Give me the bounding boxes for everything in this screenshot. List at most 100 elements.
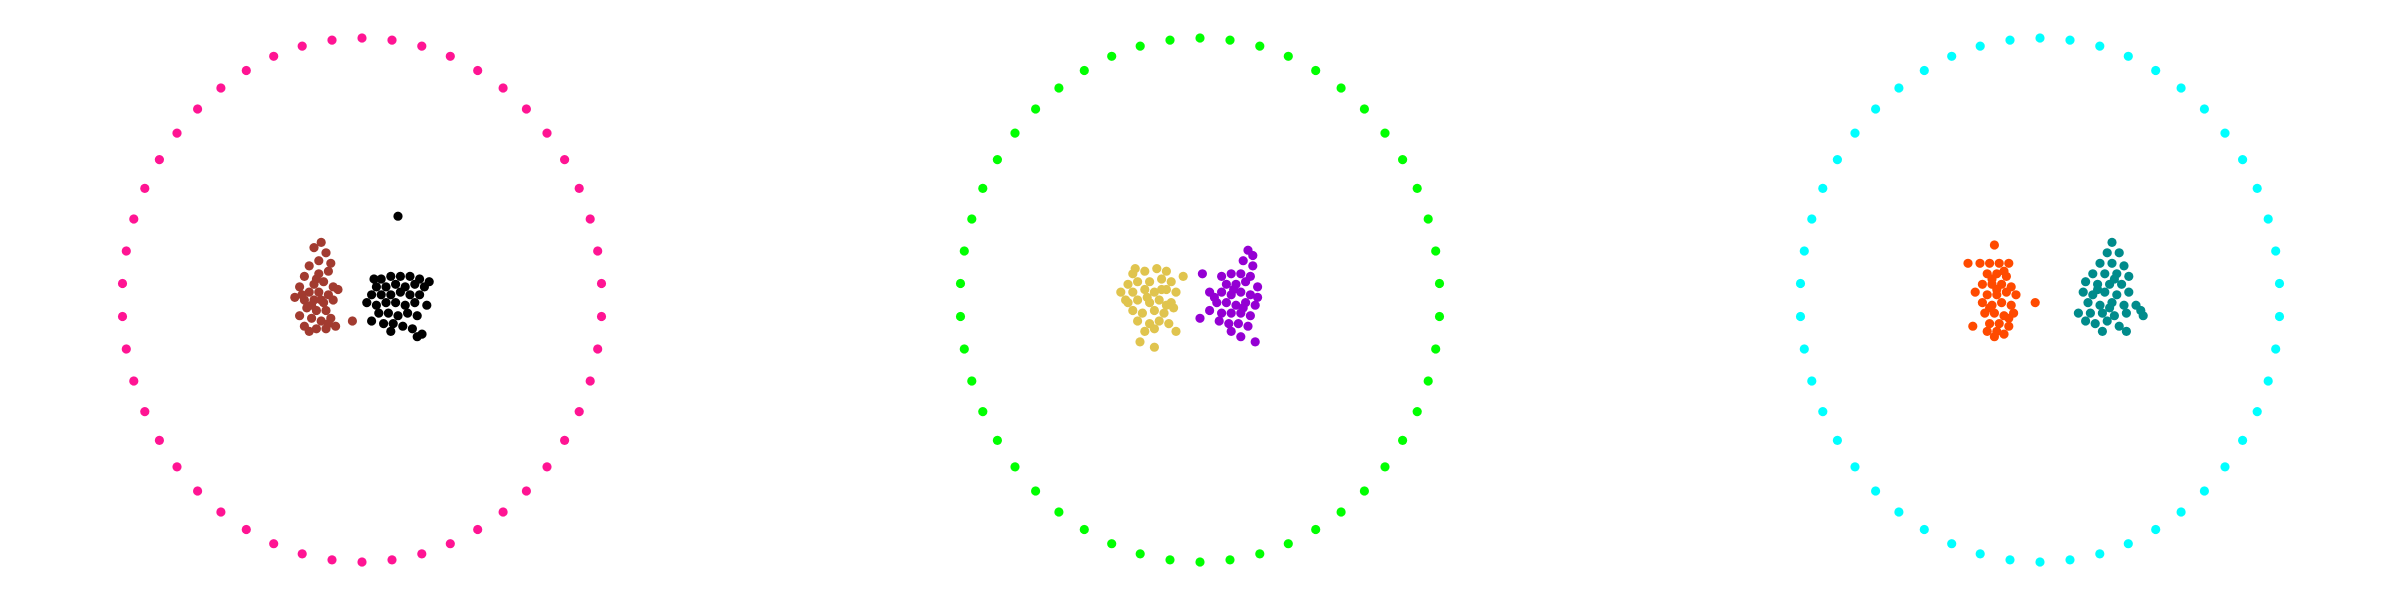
- data-point: [2238, 435, 2248, 445]
- data-point: [1140, 326, 1150, 336]
- data-point: [362, 298, 372, 308]
- data-point: [1137, 308, 1147, 318]
- data-point: [1807, 376, 1817, 386]
- data-point: [1982, 326, 1992, 336]
- data-point: [1236, 332, 1246, 342]
- data-point: [2107, 258, 2117, 268]
- data-point: [2102, 316, 2112, 326]
- data-point: [1398, 435, 1408, 445]
- data-point: [1250, 300, 1260, 310]
- data-point: [2176, 507, 2186, 517]
- data-point: [1311, 524, 1321, 535]
- data-point: [307, 300, 317, 310]
- data-point: [1818, 407, 1828, 417]
- data-point: [1133, 295, 1143, 305]
- data-point: [1255, 41, 1265, 51]
- data-point: [1054, 83, 1064, 93]
- data-point: [314, 287, 324, 297]
- data-point: [299, 271, 309, 281]
- data-point: [1850, 462, 1860, 472]
- data-point: [1311, 65, 1321, 76]
- series-outer-ring: [117, 33, 607, 567]
- data-point: [387, 555, 397, 565]
- scatter-panel-3: [1795, 33, 2285, 567]
- data-point: [297, 290, 307, 300]
- data-point: [2100, 269, 2110, 279]
- data-point: [403, 308, 413, 318]
- data-point: [1135, 41, 1145, 51]
- data-point: [1209, 292, 1219, 302]
- data-point: [1380, 128, 1390, 138]
- data-point: [2088, 269, 2098, 279]
- data-point: [328, 295, 338, 305]
- data-point: [1116, 287, 1126, 297]
- data-point: [331, 321, 341, 331]
- data-point: [376, 274, 386, 284]
- data-point: [1149, 287, 1159, 297]
- data-point: [2121, 308, 2131, 318]
- data-point: [2271, 246, 2281, 256]
- data-point: [2107, 237, 2117, 247]
- data-point: [417, 41, 427, 51]
- data-point: [1987, 274, 1997, 284]
- data-point: [560, 435, 570, 445]
- data-point: [2199, 486, 2209, 496]
- data-point: [367, 290, 377, 300]
- data-point: [376, 290, 386, 300]
- data-point: [1359, 104, 1369, 114]
- data-point: [304, 287, 314, 297]
- data-point: [2114, 248, 2124, 258]
- data-point: [1224, 319, 1234, 329]
- data-point: [1238, 303, 1248, 313]
- data-point: [1142, 292, 1152, 302]
- data-point: [410, 279, 420, 289]
- data-point: [2083, 298, 2093, 308]
- data-point: [1145, 277, 1155, 287]
- data-point: [596, 278, 607, 289]
- data-point: [1985, 258, 1995, 268]
- data-point: [1010, 128, 1020, 138]
- data-point: [585, 376, 595, 386]
- data-point: [2102, 248, 2112, 258]
- data-point: [959, 344, 969, 354]
- data-point: [2005, 555, 2015, 565]
- data-point: [1283, 539, 1293, 549]
- data-point: [405, 290, 415, 300]
- data-point: [978, 183, 988, 193]
- data-point: [2109, 311, 2119, 321]
- data-point: [2119, 261, 2129, 271]
- data-point: [400, 300, 410, 310]
- data-point: [1250, 337, 1260, 347]
- data-point: [1221, 298, 1231, 308]
- data-point: [1010, 462, 1020, 472]
- data-point: [542, 128, 552, 138]
- data-point: [992, 435, 1003, 445]
- data-point: [1336, 83, 1346, 93]
- data-point: [1992, 284, 2002, 295]
- data-point: [2005, 35, 2015, 45]
- data-point: [1832, 155, 1842, 165]
- data-point: [1128, 287, 1138, 297]
- data-point: [412, 332, 422, 342]
- scatter-panel-2: [955, 33, 1445, 567]
- data-point: [371, 282, 381, 292]
- data-point: [415, 290, 425, 300]
- data-point: [1423, 214, 1433, 224]
- data-point: [154, 435, 164, 445]
- data-point: [955, 311, 966, 322]
- data-point: [395, 271, 405, 281]
- data-point: [193, 104, 203, 114]
- data-point: [1985, 303, 1995, 313]
- data-point: [398, 321, 408, 331]
- data-point: [316, 237, 326, 247]
- data-point: [1221, 279, 1231, 289]
- data-point: [1807, 214, 1817, 224]
- data-point: [2081, 277, 2091, 287]
- data-point: [407, 324, 417, 334]
- data-point: [1226, 308, 1236, 318]
- data-point: [1832, 435, 1842, 445]
- data-point: [1166, 277, 1176, 287]
- series-right-cluster: [2073, 237, 2148, 336]
- data-point: [1149, 305, 1159, 316]
